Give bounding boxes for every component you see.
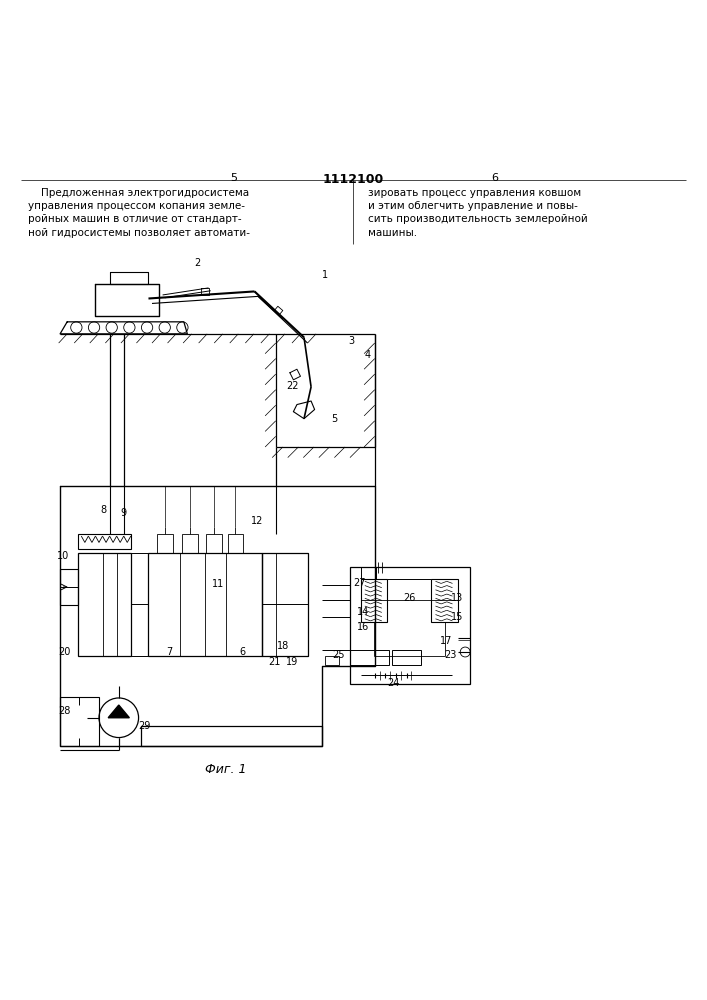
Text: 5: 5 bbox=[331, 414, 337, 424]
Bar bbox=[361, 567, 376, 579]
Text: 7: 7 bbox=[166, 647, 173, 657]
Text: машины.: машины. bbox=[368, 228, 416, 238]
Text: 13: 13 bbox=[451, 593, 463, 603]
Text: 10: 10 bbox=[57, 551, 69, 561]
Bar bbox=[262, 553, 308, 656]
Bar bbox=[78, 553, 131, 656]
Text: 6: 6 bbox=[491, 173, 498, 183]
Bar bbox=[148, 553, 262, 656]
Bar bbox=[361, 579, 387, 622]
Text: 23: 23 bbox=[444, 650, 457, 660]
Text: 16: 16 bbox=[357, 622, 369, 632]
Text: 18: 18 bbox=[277, 641, 289, 651]
Text: 5: 5 bbox=[230, 173, 237, 183]
Bar bbox=[350, 567, 470, 684]
Text: 26: 26 bbox=[403, 593, 416, 603]
Text: сить производительность землеройной: сить производительность землеройной bbox=[368, 214, 588, 224]
Text: 1112100: 1112100 bbox=[323, 173, 384, 186]
Bar bbox=[431, 579, 458, 622]
Text: 1: 1 bbox=[322, 270, 328, 280]
Text: Фиг. 1: Фиг. 1 bbox=[205, 763, 247, 776]
Text: 27: 27 bbox=[354, 578, 366, 588]
Text: 20: 20 bbox=[58, 647, 71, 657]
Text: 21: 21 bbox=[269, 657, 281, 667]
Text: 24: 24 bbox=[387, 678, 400, 688]
Text: ройных машин в отличие от стандарт-: ройных машин в отличие от стандарт- bbox=[28, 214, 242, 224]
Bar bbox=[157, 534, 173, 553]
Text: 8: 8 bbox=[100, 505, 107, 515]
Text: зировать процесс управления ковшом: зировать процесс управления ковшом bbox=[368, 188, 580, 198]
Text: 28: 28 bbox=[58, 706, 71, 716]
Bar bbox=[350, 650, 389, 665]
Bar bbox=[392, 650, 421, 665]
Text: управления процессом копания земле-: управления процессом копания земле- bbox=[28, 201, 245, 211]
Text: 25: 25 bbox=[332, 650, 345, 660]
Text: 2: 2 bbox=[194, 258, 201, 268]
Bar bbox=[78, 534, 131, 549]
Bar bbox=[60, 697, 99, 746]
Text: 19: 19 bbox=[286, 657, 298, 667]
Polygon shape bbox=[108, 705, 129, 718]
Text: 4: 4 bbox=[364, 350, 370, 360]
Text: 17: 17 bbox=[440, 636, 452, 646]
Text: 15: 15 bbox=[451, 612, 464, 622]
Text: 29: 29 bbox=[138, 721, 151, 731]
Text: ной гидросистемы позволяет автомати-: ной гидросистемы позволяет автомати- bbox=[28, 228, 250, 238]
Bar bbox=[228, 534, 243, 553]
Text: 3: 3 bbox=[349, 336, 355, 346]
Text: 12: 12 bbox=[251, 516, 264, 526]
Text: и этим облегчить управление и повы-: и этим облегчить управление и повы- bbox=[368, 201, 578, 211]
Bar bbox=[182, 534, 198, 553]
Bar bbox=[60, 569, 78, 605]
Text: 9: 9 bbox=[120, 508, 127, 518]
Text: 14: 14 bbox=[357, 607, 369, 617]
Bar bbox=[325, 656, 339, 665]
Text: 6: 6 bbox=[239, 647, 245, 657]
Text: Предложенная электрогидросистема: Предложенная электрогидросистема bbox=[28, 188, 250, 198]
Text: 11: 11 bbox=[212, 579, 224, 589]
Bar bbox=[206, 534, 222, 553]
Text: 22: 22 bbox=[286, 381, 299, 391]
